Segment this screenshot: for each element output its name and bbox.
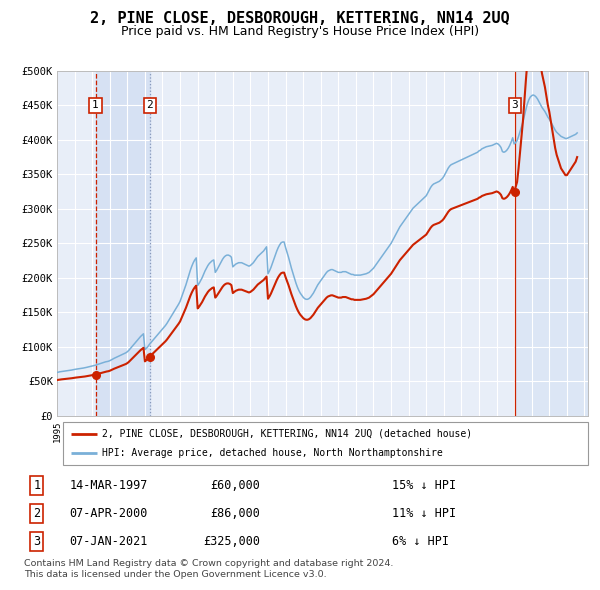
Text: 2: 2 xyxy=(146,100,153,110)
Text: 2: 2 xyxy=(34,507,41,520)
Text: Price paid vs. HM Land Registry's House Price Index (HPI): Price paid vs. HM Land Registry's House … xyxy=(121,25,479,38)
Text: 07-JAN-2021: 07-JAN-2021 xyxy=(70,536,148,549)
Text: 6% ↓ HPI: 6% ↓ HPI xyxy=(392,536,449,549)
Bar xyxy=(95,71,149,416)
Text: 3: 3 xyxy=(511,100,518,110)
Text: 1: 1 xyxy=(34,479,41,492)
Text: 1: 1 xyxy=(92,100,99,110)
Text: 11% ↓ HPI: 11% ↓ HPI xyxy=(392,507,455,520)
Text: HPI: Average price, detached house, North Northamptonshire: HPI: Average price, detached house, Nort… xyxy=(103,448,443,458)
Text: 2, PINE CLOSE, DESBOROUGH, KETTERING, NN14 2UQ: 2, PINE CLOSE, DESBOROUGH, KETTERING, NN… xyxy=(90,11,510,25)
Text: 07-APR-2000: 07-APR-2000 xyxy=(70,507,148,520)
Text: £60,000: £60,000 xyxy=(211,479,260,492)
Text: 14-MAR-1997: 14-MAR-1997 xyxy=(70,479,148,492)
Bar xyxy=(515,71,588,416)
Text: Contains HM Land Registry data © Crown copyright and database right 2024.
This d: Contains HM Land Registry data © Crown c… xyxy=(24,559,394,579)
Text: £86,000: £86,000 xyxy=(211,507,260,520)
Text: 3: 3 xyxy=(34,536,41,549)
Text: 15% ↓ HPI: 15% ↓ HPI xyxy=(392,479,455,492)
Text: 2, PINE CLOSE, DESBOROUGH, KETTERING, NN14 2UQ (detached house): 2, PINE CLOSE, DESBOROUGH, KETTERING, NN… xyxy=(103,429,473,439)
Text: £325,000: £325,000 xyxy=(203,536,260,549)
